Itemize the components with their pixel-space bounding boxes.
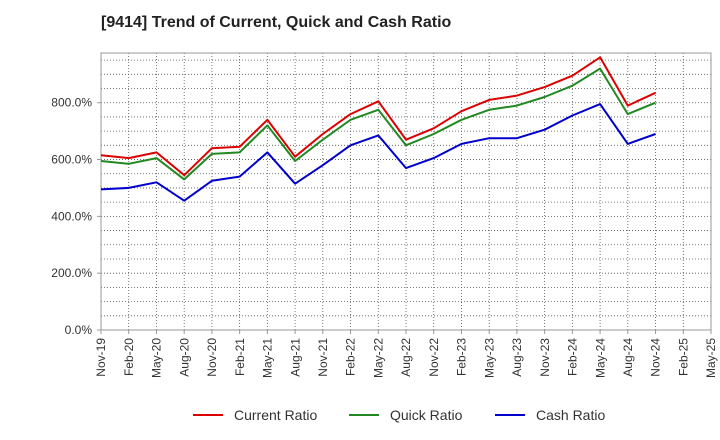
legend: Current Ratio Quick Ratio Cash Ratio — [193, 407, 605, 423]
x-tick-label: May-23 — [482, 338, 496, 378]
y-tick-labels: 0.0% 200.0% 400.0% 600.0% 800.0% — [51, 96, 92, 337]
grid-layer — [101, 53, 711, 330]
x-tick-label: Feb-23 — [455, 338, 469, 376]
x-tick-label: Feb-22 — [344, 338, 358, 376]
y-tick-label: 800.0% — [51, 96, 92, 110]
x-tick-label: May-21 — [261, 338, 275, 378]
y-tick-label: 200.0% — [51, 266, 92, 280]
legend-label: Cash Ratio — [536, 407, 605, 423]
y-tick-label: 400.0% — [51, 209, 92, 223]
axis-layer — [97, 52, 712, 334]
x-tick-label: Aug-24 — [621, 338, 635, 377]
y-tick-label: 0.0% — [65, 323, 93, 337]
series-line-current-ratio — [100, 56, 656, 177]
x-tick-label: Aug-22 — [399, 338, 413, 377]
x-tick-label: Aug-21 — [288, 338, 302, 377]
x-tick-labels: Nov-19 Feb-20 May-20 Aug-20 Nov-20 Feb-21 May-… — [94, 338, 718, 378]
x-tick-label: Feb-21 — [233, 338, 247, 376]
series-line-quick-ratio — [100, 67, 656, 181]
x-tick-label: May-20 — [150, 338, 164, 378]
series-line-cash-ratio — [100, 103, 656, 202]
y-tick-label: 600.0% — [51, 153, 92, 167]
series-layer — [100, 56, 656, 202]
x-tick-label: Aug-20 — [177, 338, 191, 377]
x-tick-label: Nov-22 — [427, 338, 441, 377]
x-tick-label: Nov-19 — [94, 338, 108, 377]
x-tick-label: Nov-23 — [538, 338, 552, 377]
x-tick-label: Nov-24 — [649, 338, 663, 377]
x-tick-label: Nov-21 — [316, 338, 330, 377]
legend-label: Quick Ratio — [390, 407, 463, 423]
chart-title: [9414] Trend of Current, Quick and Cash … — [101, 14, 452, 31]
x-tick-label: Feb-25 — [676, 338, 690, 376]
x-tick-label: May-22 — [371, 338, 385, 378]
x-tick-label: Aug-23 — [510, 338, 524, 377]
x-tick-label: May-24 — [593, 338, 607, 378]
legend-label: Current Ratio — [234, 407, 317, 423]
x-tick-label: May-25 — [704, 338, 718, 378]
x-tick-label: Feb-24 — [566, 338, 580, 376]
x-tick-label: Nov-20 — [205, 338, 219, 377]
x-tick-label: Feb-20 — [122, 338, 136, 376]
